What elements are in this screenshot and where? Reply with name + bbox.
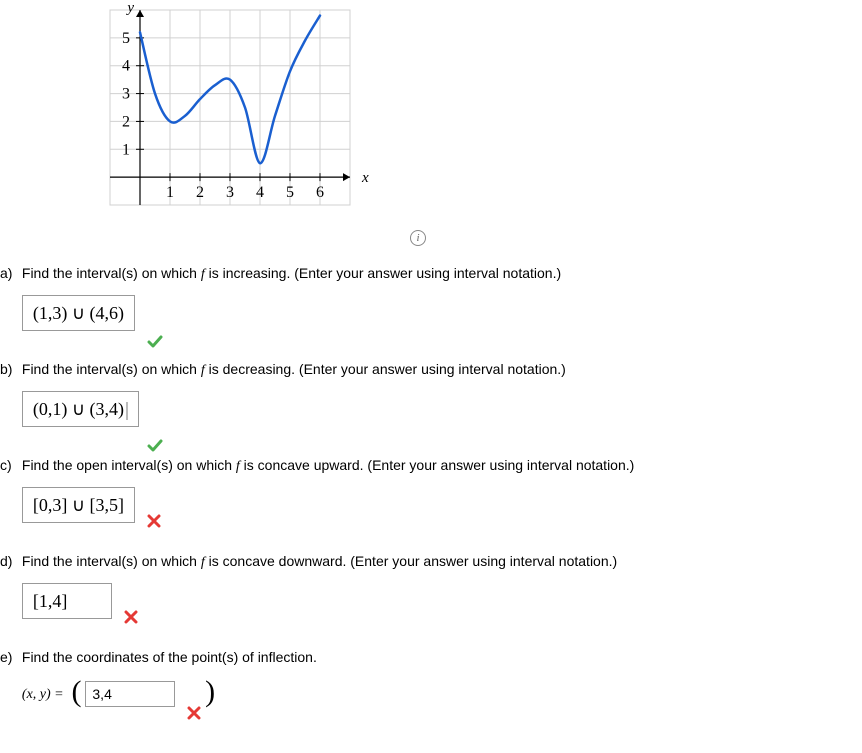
- answer-row: (x, y) = ( 3,4 ): [22, 677, 842, 711]
- svg-text:1: 1: [166, 184, 174, 201]
- info-icon[interactable]: i: [410, 230, 426, 246]
- prompt-text: Find the interval(s) on which: [22, 361, 201, 377]
- open-paren: (: [72, 675, 82, 708]
- answer-input[interactable]: [0,3] ∪ [3,5]: [22, 487, 135, 523]
- cross-icon: [124, 610, 138, 627]
- question-label: d): [0, 553, 18, 569]
- prompt-text: is concave downward. (Enter your answer …: [205, 553, 617, 569]
- prompt-text: is concave upward. (Enter your answer us…: [240, 457, 635, 473]
- question-prompt: Find the interval(s) on which f is decre…: [22, 361, 842, 379]
- svg-text:4: 4: [256, 184, 264, 201]
- chart-container: 1 2 3 4 5 6 1 2 3 4 5 x y i: [60, 0, 862, 245]
- question-prompt: Find the open interval(s) on which f is …: [22, 457, 842, 475]
- svg-text:5: 5: [122, 30, 130, 47]
- question-c: c) Find the open interval(s) on which f …: [0, 457, 862, 523]
- svg-text:3: 3: [122, 86, 130, 103]
- question-label: a): [0, 265, 18, 281]
- answer-prefix: (x, y) =: [22, 687, 64, 702]
- check-icon: [147, 438, 163, 457]
- prompt-text: is decreasing. (Enter your answer using …: [205, 361, 566, 377]
- answer-row: [1,4]: [22, 583, 842, 619]
- answer-row: (1,3) ∪ (4,6): [22, 295, 842, 331]
- question-label: b): [0, 361, 18, 377]
- prompt-text: is increasing. (Enter your answer using …: [205, 265, 561, 281]
- svg-text:x: x: [361, 170, 369, 186]
- answer-value: (0,1) ∪ (3,4): [33, 399, 124, 419]
- prompt-text: Find the interval(s) on which: [22, 553, 201, 569]
- text-cursor: [126, 402, 128, 420]
- svg-text:5: 5: [286, 184, 294, 201]
- question-b: b) Find the interval(s) on which f is de…: [0, 361, 862, 427]
- svg-text:2: 2: [122, 113, 130, 130]
- answer-input[interactable]: (1,3) ∪ (4,6): [22, 295, 135, 331]
- svg-text:1: 1: [122, 141, 130, 158]
- question-label: c): [0, 457, 18, 473]
- svg-text:6: 6: [316, 184, 324, 201]
- answer-row: (0,1) ∪ (3,4): [22, 391, 842, 427]
- svg-text:4: 4: [122, 58, 130, 75]
- cross-icon: [187, 706, 201, 723]
- prompt-text: Find the interval(s) on which: [22, 265, 201, 281]
- answer-row: [0,3] ∪ [3,5]: [22, 487, 842, 523]
- cross-icon: [147, 514, 161, 531]
- svg-text:2: 2: [196, 184, 204, 201]
- question-a: a) Find the interval(s) on which f is in…: [0, 265, 862, 331]
- answer-input[interactable]: [1,4]: [22, 583, 112, 619]
- prompt-text: Find the open interval(s) on which: [22, 457, 236, 473]
- question-e: e) Find the coordinates of the point(s) …: [0, 649, 862, 711]
- question-prompt: Find the interval(s) on which f is incre…: [22, 265, 842, 283]
- question-prompt: Find the coordinates of the point(s) of …: [22, 649, 842, 665]
- question-prompt: Find the interval(s) on which f is conca…: [22, 553, 842, 571]
- svg-text:3: 3: [226, 184, 234, 201]
- close-paren: ): [205, 675, 215, 708]
- answer-input[interactable]: 3,4: [85, 681, 175, 707]
- question-d: d) Find the interval(s) on which f is co…: [0, 553, 862, 619]
- function-graph: 1 2 3 4 5 6 1 2 3 4 5 x y: [60, 0, 380, 245]
- answer-input[interactable]: (0,1) ∪ (3,4): [22, 391, 139, 427]
- svg-text:y: y: [125, 0, 134, 16]
- question-label: e): [0, 649, 18, 665]
- check-icon: [147, 334, 163, 353]
